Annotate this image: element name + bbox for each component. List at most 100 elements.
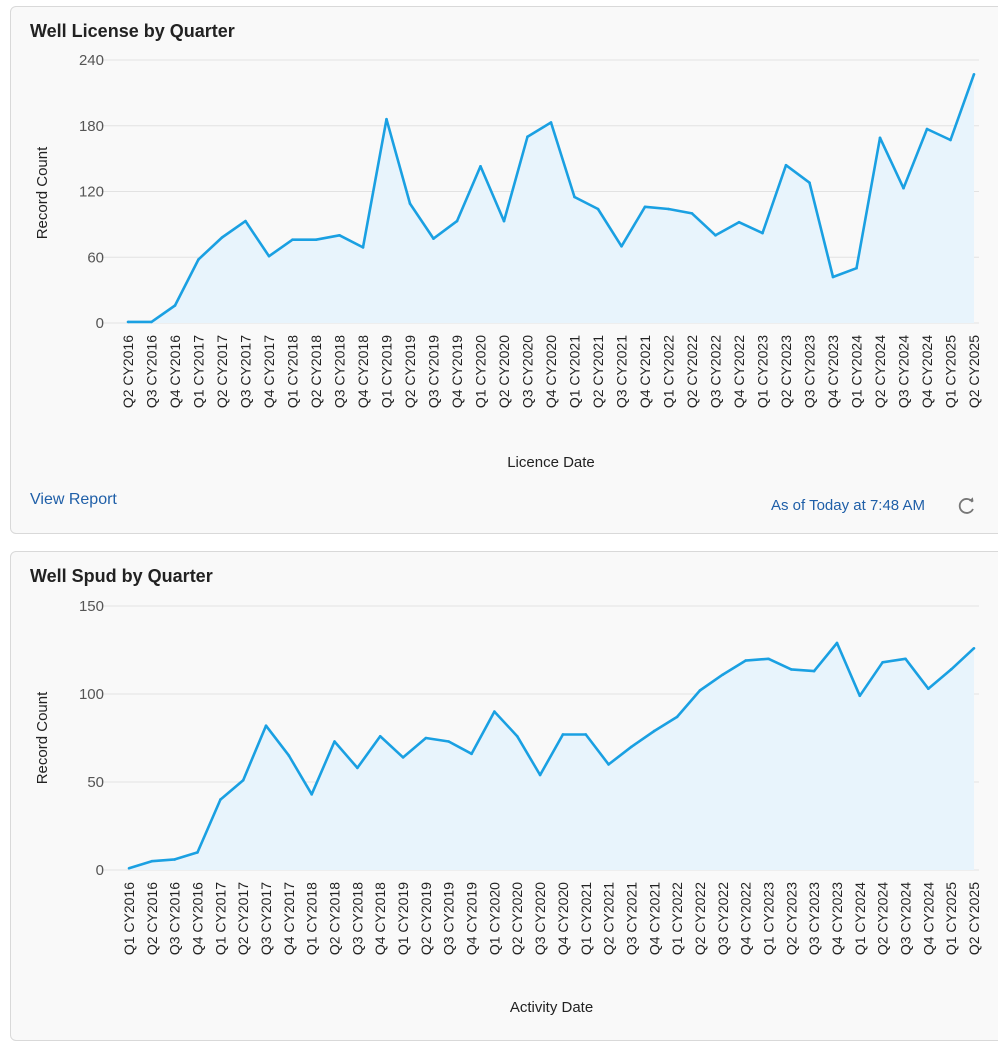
y-tick-label: 120 <box>79 184 104 201</box>
x-tick-label: Q3 CY2018 <box>332 335 348 408</box>
x-tick-label: Q2 CY2024 <box>875 882 891 955</box>
x-tick-label: Q4 CY2018 <box>355 335 371 408</box>
data-point <box>714 234 717 237</box>
data-point <box>378 734 382 738</box>
x-axis-label: Licence Date <box>507 454 595 471</box>
x-tick-label: Q4 CY2017 <box>261 335 277 408</box>
x-tick-label: Q1 CY2016 <box>121 882 137 955</box>
data-point <box>620 244 623 248</box>
data-point <box>241 778 245 782</box>
data-point <box>630 745 633 749</box>
data-point <box>690 212 694 215</box>
x-tick-label: Q1 CY2021 <box>567 335 583 408</box>
x-tick-label: Q4 CY2023 <box>825 335 841 408</box>
data-point <box>737 220 741 224</box>
spud-chart-card: Well Spud by Quarter 0 50 100 150 Q1 CY2016 Q… <box>10 551 998 1041</box>
y-tick-label: 240 <box>79 52 104 69</box>
data-point <box>667 207 670 211</box>
y-tick-label: 0 <box>96 315 104 332</box>
x-tick-label: Q4 CY2019 <box>464 882 480 955</box>
x-tick-label: Q3 CY2023 <box>806 882 822 955</box>
x-tick-label: Q2 CY2025 <box>966 882 982 955</box>
data-point <box>356 766 359 770</box>
x-tick-label: Q1 CY2022 <box>661 335 677 408</box>
data-point <box>126 320 130 324</box>
x-tick-label: Q2 CY2022 <box>692 882 708 955</box>
data-point <box>573 195 576 199</box>
data-point <box>455 219 459 223</box>
data-point <box>784 163 788 167</box>
x-tick-label: Q3 CY2020 <box>520 335 536 408</box>
spud-chart: 0 50 100 150 Q1 CY2016 Q2 CY2016 Q3 CY2016 Q4 C… <box>34 598 982 1016</box>
data-point <box>878 136 882 140</box>
data-point <box>127 866 131 870</box>
x-tick-label: Q4 CY2024 <box>919 335 935 408</box>
x-tick-label: Q3 CY2022 <box>708 335 724 408</box>
data-point <box>652 729 656 733</box>
x-tick-label: Q1 CY2017 <box>212 882 228 955</box>
data-point <box>721 673 725 676</box>
data-point <box>808 181 811 185</box>
y-tick-label: 60 <box>87 249 104 266</box>
data-point <box>698 689 702 692</box>
x-tick-label: Q2 CY2019 <box>418 882 434 955</box>
x-tick-label: Q4 CY2020 <box>555 882 571 955</box>
x-tick-label: Q3 CY2019 <box>441 882 457 955</box>
y-tick-label: 180 <box>79 118 104 135</box>
data-point <box>150 320 153 324</box>
x-tick-label: Q3 CY2017 <box>238 335 254 408</box>
x-tick-label: Q1 CY2025 <box>943 335 959 408</box>
data-point <box>526 135 529 139</box>
x-tick-label: Q2 CY2024 <box>872 335 888 408</box>
data-point <box>196 851 199 854</box>
x-tick-label: Q2 CY2020 <box>496 335 512 408</box>
data-point <box>338 234 341 237</box>
x-tick-label: Q3 CY2016 <box>144 335 160 408</box>
data-point <box>361 246 365 249</box>
data-point <box>479 164 482 168</box>
x-tick-label: Q2 CY2021 <box>601 882 617 955</box>
data-point <box>515 734 519 738</box>
data-point <box>432 237 435 240</box>
x-tick-label: Q1 CY2021 <box>578 882 594 955</box>
y-tick-label: 150 <box>79 598 104 615</box>
data-point <box>881 661 884 664</box>
x-tick-label: Q1 CY2022 <box>669 882 685 955</box>
data-point <box>287 754 291 757</box>
x-tick-label: Q3 CY2016 <box>167 882 183 955</box>
x-tick-label: Q4 CY2021 <box>646 882 662 955</box>
refresh-icon[interactable] <box>957 496 977 516</box>
x-tick-label: Q4 CY2017 <box>281 882 297 955</box>
data-point <box>835 641 839 645</box>
x-axis-label: Activity Date <box>510 999 593 1016</box>
data-point <box>502 219 506 223</box>
data-point <box>789 668 793 671</box>
y-tick-label: 50 <box>87 774 104 791</box>
data-point <box>401 756 405 759</box>
x-tick-label: Q3 CY2024 <box>897 882 913 955</box>
view-report-link[interactable]: View Report <box>30 491 117 508</box>
data-point <box>173 858 176 861</box>
data-point <box>643 205 647 209</box>
x-tick-label: Q4 CY2021 <box>637 335 653 408</box>
x-tick-label: Q2 CY2023 <box>778 335 794 408</box>
x-tick-label: Q1 CY2023 <box>755 335 771 408</box>
x-tick-label: Q3 CY2022 <box>715 882 731 955</box>
data-point <box>949 668 953 671</box>
data-point <box>244 219 247 223</box>
data-point <box>264 724 268 727</box>
x-tick-label: Q2 CY2023 <box>783 882 799 955</box>
data-point <box>310 793 314 796</box>
data-point <box>424 736 428 740</box>
data-point <box>596 207 600 211</box>
x-tick-label: Q3 CY2023 <box>802 335 818 408</box>
x-tick-label: Q2 CY2016 <box>144 882 160 955</box>
x-tick-label: Q2 CY2022 <box>684 335 700 408</box>
x-tick-label: Q1 CY2017 <box>191 335 207 408</box>
data-point <box>538 773 542 777</box>
x-tick-label: Q3 CY2024 <box>896 335 912 408</box>
data-point <box>949 138 952 142</box>
x-tick-label: Q2 CY2017 <box>214 335 230 408</box>
data-point <box>925 127 929 131</box>
y-axis-label: Record Count <box>34 691 51 784</box>
